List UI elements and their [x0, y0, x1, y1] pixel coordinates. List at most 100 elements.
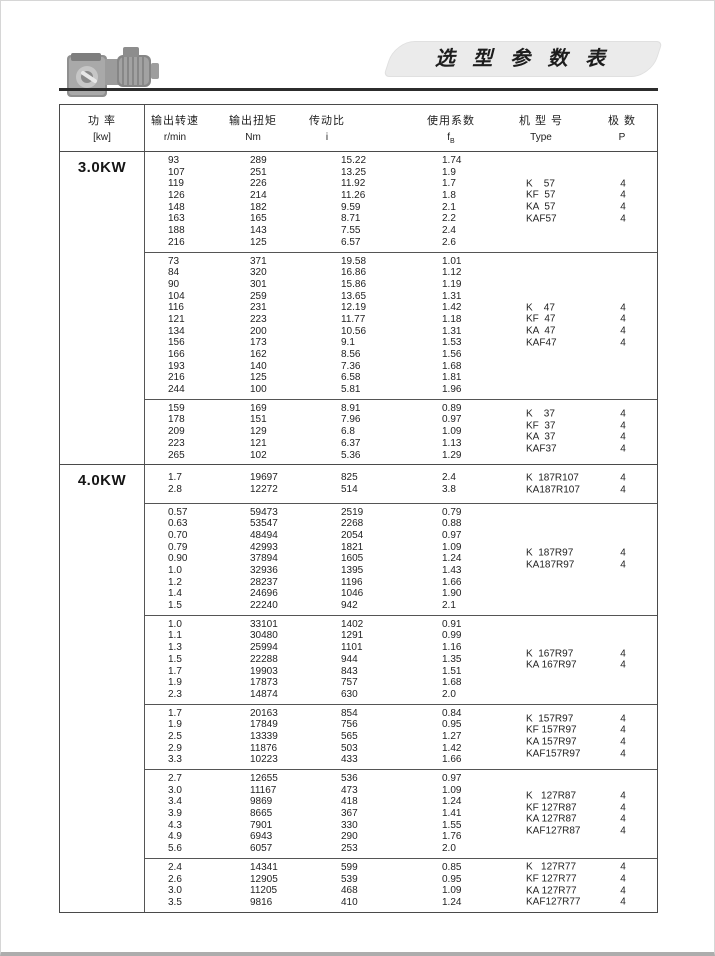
speed-value: 2.8	[168, 483, 182, 495]
torque-value: 11205	[250, 885, 278, 897]
ratio-value: 9.59	[341, 201, 361, 213]
speed-value: 107	[168, 166, 185, 178]
speed-value: 216	[168, 372, 185, 384]
ratio-value: 19.58	[341, 255, 367, 267]
torque-value: 19903	[250, 665, 278, 677]
service-factor-value: 0.79	[442, 506, 462, 518]
torque-value: 30480	[250, 630, 278, 642]
table-row: 1.3 25994 1101 1.16	[145, 642, 657, 654]
table-row: 1.0 32936 1395 1.43	[145, 565, 657, 577]
service-factor-value: 1.43	[442, 565, 462, 576]
type-value: KAF127R77	[526, 896, 581, 908]
service-factor-value: 0.85	[442, 861, 462, 873]
service-factor-value: 1.66	[442, 576, 462, 588]
type-column: K 37 4 KF 37 4 KA 37 4 KAF37 4	[526, 409, 656, 456]
speed-value: 90	[168, 278, 180, 290]
service-factor-value: 1.9	[442, 166, 456, 178]
service-factor-value: 1.24	[442, 553, 462, 565]
speed-value: 2.5	[168, 730, 182, 742]
torque-value: 17873	[250, 677, 278, 689]
ratio-value: 16.86	[341, 267, 367, 279]
header-column-divider	[144, 105, 146, 151]
service-factor-value: 2.6	[442, 236, 456, 248]
type-line: KA187R107 4	[526, 484, 656, 496]
table-row: 156 173 9.1 1.53	[145, 337, 657, 349]
ratio-value: 1196	[341, 576, 363, 588]
service-factor-value: 2.0	[442, 843, 456, 855]
service-factor-value: 1.35	[442, 653, 462, 665]
speed-value: 4.9	[168, 831, 182, 843]
poles-value: 4	[620, 213, 626, 225]
ratio-value: 6.8	[341, 426, 355, 438]
poles-value: 4	[620, 748, 626, 760]
table-row: 3.0 11205 468 1.09	[145, 885, 657, 897]
service-factor-value: 1.24	[442, 896, 462, 908]
ratio-value: 7.36	[341, 360, 361, 372]
poles-value: 4	[620, 190, 626, 202]
type-line: KAF127R77 4	[526, 897, 656, 909]
type-line: KA 157R97 4	[526, 737, 656, 749]
speed-value: 209	[168, 426, 185, 438]
speed-value: 1.0	[168, 565, 182, 576]
table-row: 3.0 11167 473 1.09	[145, 785, 657, 797]
ratio-block: 2.4 14341 599 0.85 2.6 12905 539 0.95 3.0 11205 46…	[145, 857, 657, 912]
service-factor-value: 1.27	[442, 730, 462, 742]
service-factor-value: 0.89	[442, 402, 462, 414]
ratio-value: 1402	[341, 618, 364, 630]
service-factor-value: 1.31	[442, 290, 462, 302]
poles-value: 4	[620, 885, 626, 897]
service-factor-value: 1.41	[442, 808, 462, 820]
header-rule	[59, 88, 658, 91]
speed-value: 265	[168, 449, 185, 461]
speed-value: 3.9	[168, 808, 182, 820]
ratio-value: 8.56	[341, 349, 361, 360]
type-value: KA 167R97	[526, 659, 577, 671]
table-row: 0.79 42993 1821 1.09	[145, 542, 657, 554]
table-row: 93 289 15.22 1.74	[145, 155, 657, 167]
type-line: K 57 4	[526, 178, 656, 190]
torque-value: 20163	[250, 707, 278, 719]
table-row: 166 162 8.56 1.56	[145, 349, 657, 361]
table-row: 148 182 9.59 2.1	[145, 202, 657, 214]
table-row: 4.9 6943 290 1.76	[145, 831, 657, 843]
torque-value: 289	[250, 155, 267, 166]
ratio-value: 5.36	[341, 449, 361, 461]
type-line: KA 167R97 4	[526, 660, 656, 672]
table-row: 1.4 24696 1046 1.90	[145, 588, 657, 600]
table-row: 84 320 16.86 1.12	[145, 267, 657, 279]
service-factor-value: 1.90	[442, 588, 462, 600]
ratio-value: 1046	[341, 588, 364, 600]
power-label: 4.0KW	[77, 472, 127, 490]
ratio-value: 1291	[341, 630, 364, 642]
col-header-power: 功 率 [kw]	[87, 115, 117, 143]
type-value: K 187R97	[526, 547, 574, 559]
service-factor-value: 2.4	[442, 225, 456, 237]
torque-value: 19697	[250, 472, 278, 484]
type-value: KAF47	[526, 337, 557, 349]
table-row: 2.8 12272 514 3.8	[145, 484, 657, 496]
poles-value: 4	[620, 659, 626, 671]
ratio-value: 290	[341, 831, 358, 843]
poles-value: 4	[620, 178, 626, 190]
torque-value: 11167	[250, 784, 277, 796]
type-line: KA 37 4	[526, 432, 656, 444]
speed-value: 166	[168, 349, 185, 360]
type-value: K 127R87	[526, 790, 577, 802]
table-row: 5.6 6057 253 2.0	[145, 843, 657, 855]
type-line: KF 157R97 4	[526, 725, 656, 737]
table-row: 216 125 6.58 1.81	[145, 372, 657, 384]
type-line: KA 127R87 4	[526, 814, 656, 826]
type-line: KF 57 4	[526, 190, 656, 202]
speed-value: 148	[168, 201, 185, 213]
type-value: K 47	[526, 302, 555, 314]
ratio-value: 15.22	[341, 155, 367, 166]
service-factor-value: 1.76	[442, 831, 462, 843]
service-factor-value: 0.97	[442, 773, 462, 784]
type-value: KF 157R97	[526, 725, 577, 737]
ratio-value: 514	[341, 483, 358, 495]
ratio-value: 599	[341, 861, 358, 873]
torque-value: 53547	[250, 518, 278, 530]
torque-value: 173	[250, 337, 267, 349]
torque-value: 8665	[250, 808, 273, 820]
ratio-value: 5.81	[341, 384, 361, 396]
